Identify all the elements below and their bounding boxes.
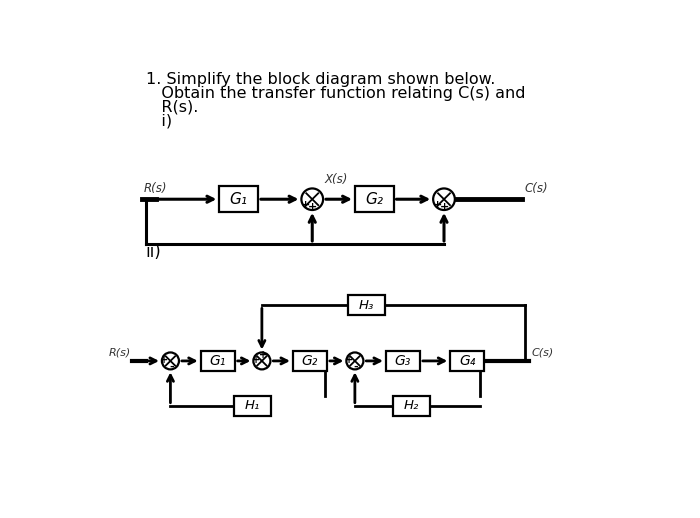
Text: C(s): C(s) (531, 347, 554, 357)
Bar (293, 351, 327, 371)
Text: -: - (354, 362, 358, 372)
Circle shape (346, 352, 363, 369)
Text: i): i) (146, 114, 172, 129)
Bar (201, 351, 234, 371)
Text: G₂: G₂ (302, 354, 318, 368)
Bar (219, 186, 258, 212)
Text: R(s): R(s) (108, 347, 131, 357)
Text: H₁: H₁ (245, 399, 260, 412)
Bar (234, 396, 271, 415)
Text: C(s): C(s) (524, 182, 548, 195)
Bar (386, 351, 420, 371)
Text: +: + (301, 199, 310, 210)
Circle shape (162, 352, 179, 369)
Text: +: + (433, 199, 442, 210)
Bar (348, 295, 385, 315)
Text: G₄: G₄ (459, 354, 475, 368)
Text: R(s).: R(s). (146, 100, 198, 115)
Text: -: - (169, 362, 174, 372)
Circle shape (433, 189, 455, 210)
Text: G₁: G₁ (209, 354, 226, 368)
Text: 1. Simplify the block diagram shown below.: 1. Simplify the block diagram shown belo… (146, 72, 495, 87)
Bar (450, 351, 484, 371)
Text: +: + (440, 203, 449, 212)
Text: +: + (259, 350, 267, 360)
Text: X(s): X(s) (325, 173, 348, 186)
Text: H₃: H₃ (359, 299, 375, 312)
Text: G₃: G₃ (395, 354, 411, 368)
Text: +: + (345, 355, 353, 365)
Bar (393, 396, 430, 415)
Text: +: + (252, 355, 260, 365)
Circle shape (253, 352, 270, 369)
Text: +: + (308, 203, 317, 212)
Text: +: + (160, 355, 169, 365)
Text: ii): ii) (146, 243, 162, 261)
Text: H₂: H₂ (404, 399, 419, 412)
Circle shape (302, 189, 323, 210)
Bar (355, 186, 393, 212)
Text: G₂: G₂ (365, 192, 384, 207)
Text: Obtain the transfer function relating C(s) and: Obtain the transfer function relating C(… (146, 86, 525, 101)
Text: G₁: G₁ (230, 192, 248, 207)
Text: R(s): R(s) (144, 182, 167, 195)
